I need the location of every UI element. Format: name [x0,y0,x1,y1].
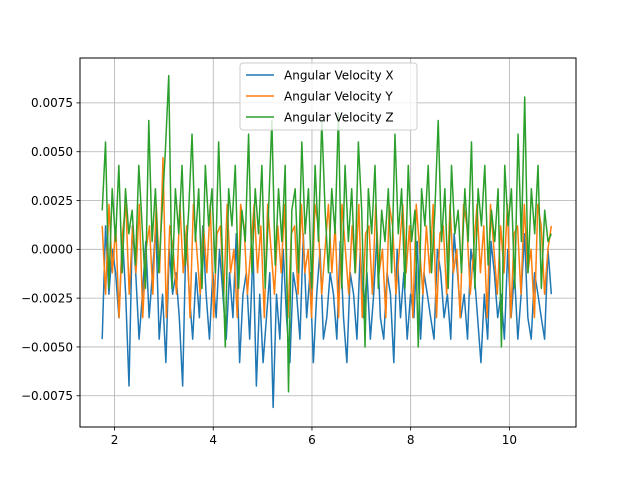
legend-label: Angular Velocity Y [284,89,393,103]
y-tick-label: −0.0075 [21,389,73,403]
y-tick-label: 0.0000 [31,243,73,257]
y-axis: −0.0075 −0.0050 −0.0025 0.0000 0.0025 0.0050 0… [21,96,80,403]
y-tick-label: 0.0025 [31,194,73,208]
y-tick-label: −0.0050 [21,340,73,354]
legend-label: Angular Velocity Z [284,110,394,124]
legend-box [239,62,418,131]
legend-label: Angular Velocity X [284,68,394,82]
x-tick-label: 10 [502,433,517,447]
x-tick-label: 6 [308,433,316,447]
series-group [101,74,553,409]
legend: Angular Velocity X Angular Velocity Y Angu… [239,62,418,131]
x-axis: 2 4 6 8 10 [111,427,517,447]
x-tick-label: 4 [209,433,217,447]
axes-frame [79,57,577,428]
x-tick-label: 8 [407,433,415,447]
y-tick-label: 0.0075 [31,96,73,110]
series-line-angular-velocity-y [101,156,553,319]
series-line-angular-velocity-z [101,74,553,393]
y-tick-label: 0.0050 [31,145,73,159]
y-tick-label: −0.0025 [21,291,73,305]
x-tick-label: 2 [111,433,119,447]
